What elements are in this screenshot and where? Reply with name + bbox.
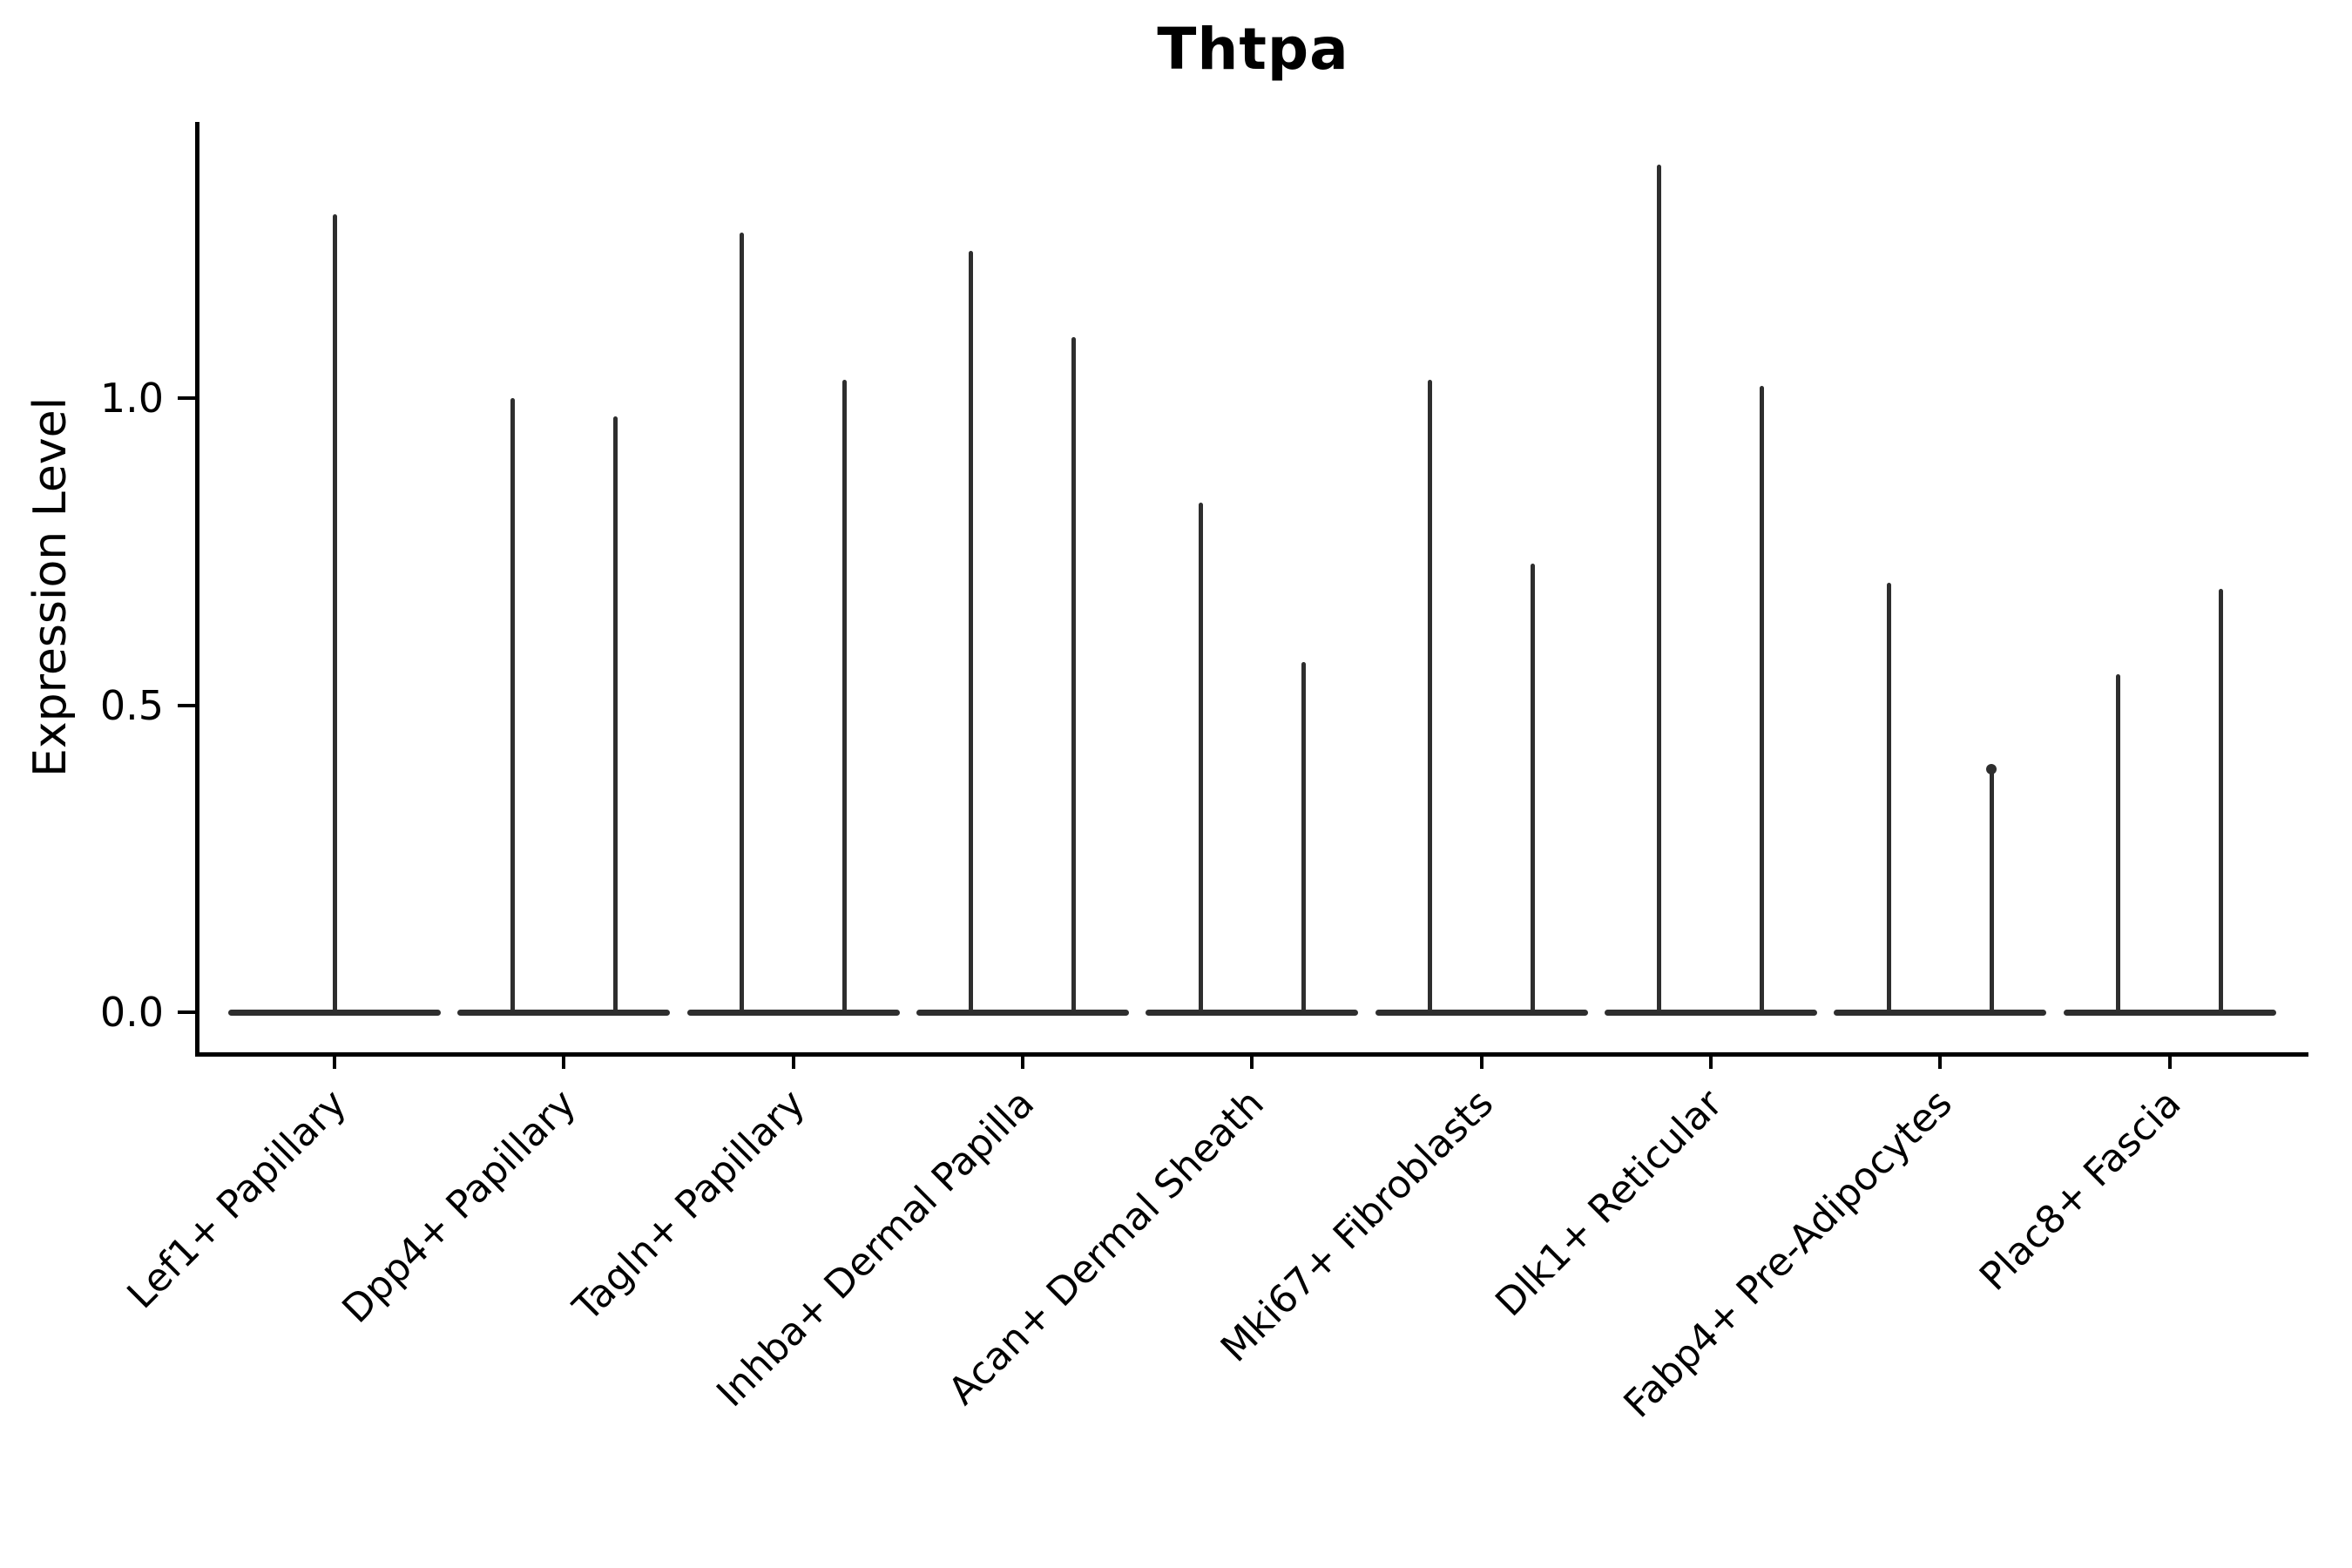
x-tick-mark (333, 1057, 336, 1069)
violin-base (686, 1009, 900, 1016)
y-tick-mark (178, 1010, 197, 1014)
violin-max-spike (1531, 564, 1536, 1012)
violin-max-spike (2116, 674, 2121, 1012)
x-tick-label: Plac8+ Fascia (1971, 1081, 2190, 1300)
violin-base (1604, 1009, 1817, 1016)
x-tick-mark (1250, 1057, 1254, 1069)
violin-max-spike (612, 416, 618, 1012)
x-tick-mark (1938, 1057, 1943, 1069)
x-tick-label: Dlk1+ Reticular (1487, 1081, 1732, 1326)
violin-spike-bulb (1986, 764, 1997, 774)
y-tick-label: 0.0 (99, 989, 164, 1036)
x-tick-mark (791, 1057, 795, 1069)
y-tick-mark (178, 703, 197, 707)
x-tick-mark (2167, 1057, 2172, 1069)
violin-max-spike (1198, 502, 1203, 1012)
violin-base (2063, 1009, 2276, 1016)
violin-base (1146, 1009, 1359, 1016)
x-tick-mark (1020, 1057, 1024, 1069)
x-tick-mark (1708, 1057, 1713, 1069)
violin-base (916, 1009, 1129, 1016)
violin-max-spike (1989, 767, 1994, 1012)
violin-max-spike (1071, 336, 1077, 1012)
x-tick-label: Dpp4+ Papillary (333, 1081, 585, 1332)
violin-max-spike (1301, 662, 1306, 1012)
violin-max-spike (510, 398, 515, 1012)
violin-max-spike (1886, 582, 1891, 1012)
chart-title: Thtpa (1157, 16, 1349, 83)
x-tick-mark (1479, 1057, 1484, 1069)
y-tick-mark (178, 396, 197, 400)
violin-base (1375, 1009, 1588, 1016)
y-tick-label: 0.5 (99, 681, 164, 729)
violin-base (457, 1009, 671, 1016)
violin-base (228, 1009, 441, 1016)
violin-max-spike (332, 213, 337, 1012)
violin-max-spike (842, 379, 848, 1012)
x-tick-mark (562, 1057, 566, 1069)
violin-max-spike (969, 250, 974, 1012)
violin-max-spike (1657, 165, 1662, 1012)
violin-max-spike (2219, 588, 2224, 1012)
violin-max-spike (1428, 379, 1433, 1012)
violin-base (1834, 1009, 2047, 1016)
y-axis-spine (195, 122, 199, 1057)
violin-max-spike (740, 232, 745, 1012)
x-tick-label: Tagln+ Papillary (564, 1081, 814, 1330)
x-tick-label: Lef1+ Papillary (118, 1081, 355, 1318)
violin-max-spike (1760, 385, 1765, 1012)
y-tick-label: 1.0 (99, 375, 164, 422)
x-axis-spine (195, 1052, 2308, 1057)
